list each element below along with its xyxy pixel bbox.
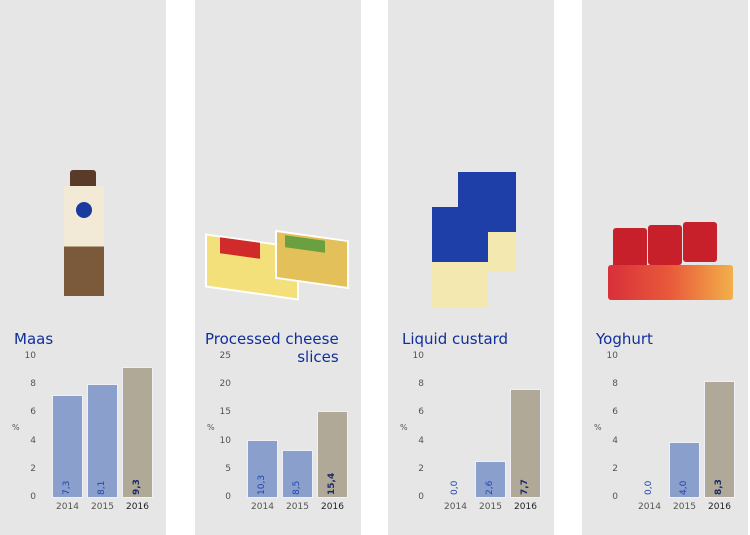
bar-2016 <box>704 380 735 498</box>
maas-carton-image <box>60 170 108 300</box>
y-tick-label: 8 <box>30 379 36 390</box>
chart-title-line: Yoghurt <box>596 330 653 348</box>
y-tick-label: 25 <box>219 351 231 361</box>
y-tick-label: 6 <box>612 407 618 418</box>
value-label: 9,3 <box>132 479 142 495</box>
x-tick-label: 2015 <box>673 502 696 512</box>
y-tick-label: 10 <box>606 351 618 361</box>
y-axis-label: % <box>594 423 602 432</box>
y-axis-label: % <box>400 423 408 432</box>
bar-2015 <box>282 450 313 498</box>
y-tick-label: 2 <box>612 463 618 474</box>
bar-2014 <box>247 439 278 498</box>
x-tick-label: 2015 <box>91 502 114 512</box>
value-label: 2,6 <box>485 480 495 495</box>
y-tick-label: 10 <box>219 435 231 446</box>
y-tick-label: 0 <box>612 492 618 502</box>
chart-title-line: Liquid custard <box>402 330 509 348</box>
bar-2016 <box>122 366 153 498</box>
x-tick-label: 2014 <box>638 502 661 512</box>
chart-title-line: Processed cheese <box>205 330 339 348</box>
y-tick-label: 6 <box>30 407 36 418</box>
chart-title: Liquid custard <box>402 330 508 348</box>
y-tick-label: 6 <box>418 407 424 418</box>
value-label: 8,3 <box>714 479 724 495</box>
x-tick-label: 2016 <box>126 502 149 512</box>
y-tick-label: 10 <box>24 351 36 361</box>
y-tick-label: 0 <box>418 492 424 502</box>
value-label: 15,4 <box>327 472 337 495</box>
x-tick-label: 2014 <box>251 502 274 512</box>
y-axis-label: % <box>207 423 215 432</box>
y-tick-label: 15 <box>219 407 231 418</box>
value-label: 7,3 <box>62 480 72 495</box>
value-label: 0,0 <box>644 480 654 495</box>
x-tick-label: 2016 <box>321 502 344 512</box>
y-tick-label: 5 <box>225 463 231 474</box>
x-tick-label: 2015 <box>479 502 502 512</box>
y-tick-label: 4 <box>418 435 424 446</box>
y-tick-label: 20 <box>219 379 231 390</box>
value-label: 0,0 <box>450 480 460 495</box>
yoghurt-tubs-image <box>608 220 738 305</box>
y-tick-label: 8 <box>418 379 424 390</box>
value-label: 10,3 <box>257 474 267 495</box>
chart-title-line: Maas <box>14 330 54 348</box>
y-axis-label: % <box>12 423 20 432</box>
bar-2016 <box>317 411 348 498</box>
x-tick-label: 2014 <box>444 502 467 512</box>
x-tick-label: 2016 <box>514 502 537 512</box>
value-label: 4,0 <box>679 480 689 495</box>
y-tick-label: 10 <box>412 351 424 361</box>
custard-boxes-image <box>432 172 520 307</box>
y-tick-label: 4 <box>612 435 618 446</box>
y-tick-label: 4 <box>30 435 36 446</box>
value-label: 8,1 <box>97 480 107 495</box>
value-label: 8,5 <box>292 480 302 495</box>
value-label: 7,7 <box>520 479 530 495</box>
chart-title: Maas <box>14 330 53 348</box>
bar-2014 <box>52 395 83 498</box>
chart-title-line: slices <box>297 348 339 366</box>
y-tick-label: 2 <box>30 463 36 474</box>
chart-title: Processed cheese slices <box>205 330 339 366</box>
y-tick-label: 0 <box>30 492 36 502</box>
bar-2015 <box>475 461 506 498</box>
bar-2016 <box>510 389 541 498</box>
y-tick-label: 8 <box>612 379 618 390</box>
x-tick-label: 2014 <box>56 502 79 512</box>
cheese-slices-image <box>205 229 350 301</box>
bar-2015 <box>669 441 700 498</box>
y-tick-label: 0 <box>225 492 231 502</box>
y-tick-label: 2 <box>418 463 424 474</box>
x-tick-label: 2016 <box>708 502 731 512</box>
x-tick-label: 2015 <box>286 502 309 512</box>
chart-title: Yoghurt <box>596 330 653 348</box>
bar-2015 <box>87 383 118 498</box>
